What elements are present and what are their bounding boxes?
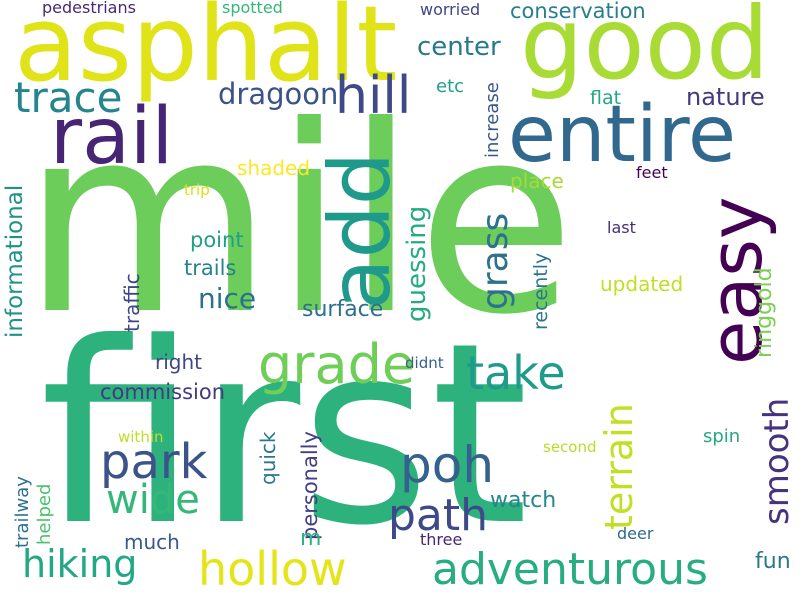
word-informational: informational <box>2 184 28 338</box>
word-three: three <box>420 530 463 549</box>
word-entire: entire <box>508 90 737 180</box>
word-shaded: shaded <box>237 156 311 180</box>
word-conservation: conservation <box>510 0 646 23</box>
word-helped: helped <box>34 483 55 545</box>
word-adventurous: adventurous <box>432 544 708 595</box>
word-asphalt: asphalt <box>14 0 398 105</box>
word-trip: trip <box>184 181 210 199</box>
word-quick: quick <box>256 431 280 485</box>
word-grade: grade <box>258 333 416 396</box>
word-within: within <box>118 428 164 446</box>
word-pedestrians: pedestrians <box>42 0 136 17</box>
word-hill: hill <box>335 66 412 126</box>
word-trails: trails <box>184 256 237 280</box>
word-deer: deer <box>617 524 654 543</box>
word-take: take <box>466 346 566 400</box>
word-spotted: spotted <box>222 0 283 17</box>
word-path: path <box>388 490 489 541</box>
word-dragoon: dragoon <box>218 77 339 111</box>
word-place: place <box>510 169 564 193</box>
word-mile: mile <box>22 71 576 371</box>
word-grass: grass <box>475 212 516 310</box>
word-hiking: hiking <box>22 542 138 586</box>
word-nice: nice <box>198 282 257 315</box>
word-nature: nature <box>686 83 765 111</box>
word-feet: feet <box>636 163 668 182</box>
word-commission: commission <box>100 380 226 404</box>
word-trailway: trailway <box>12 476 33 548</box>
word-increase: increase <box>482 82 503 158</box>
word-add: add <box>311 151 409 310</box>
word-good: good <box>520 0 770 102</box>
word-much: much <box>124 530 180 554</box>
word-center: center <box>417 32 501 62</box>
word-rail: rail <box>50 92 174 182</box>
word-poh: poh <box>400 436 495 494</box>
word-ringgold: ringgold <box>752 267 777 358</box>
word-first: first <box>40 289 529 580</box>
word-flat: flat <box>590 87 622 109</box>
word-right: right <box>155 350 202 374</box>
word-hollow: hollow <box>198 542 347 596</box>
word-trace: trace <box>14 73 123 122</box>
word-guessing: guessing <box>402 205 432 322</box>
word-smooth: smooth <box>757 397 797 525</box>
word-worried: worried <box>420 0 481 19</box>
word-wide: wide <box>106 477 200 523</box>
word-last: last <box>607 218 636 237</box>
word-park: park <box>100 434 208 490</box>
word-etc: etc <box>436 76 465 97</box>
word-watch: watch <box>490 488 557 513</box>
word-point: point <box>190 228 244 252</box>
word-fun: fun <box>755 549 791 574</box>
word-surface: surface <box>302 297 384 322</box>
word-traffic: traffic <box>120 273 144 332</box>
word-spin: spin <box>703 426 741 447</box>
word-second: second <box>543 438 597 456</box>
word-terrain: terrain <box>597 403 641 530</box>
word-updated: updated <box>600 272 684 296</box>
word-personally: personally <box>298 431 322 540</box>
word-didnt: didnt <box>405 354 444 372</box>
word-m: m <box>300 526 322 551</box>
word-recently: recently <box>530 252 552 330</box>
